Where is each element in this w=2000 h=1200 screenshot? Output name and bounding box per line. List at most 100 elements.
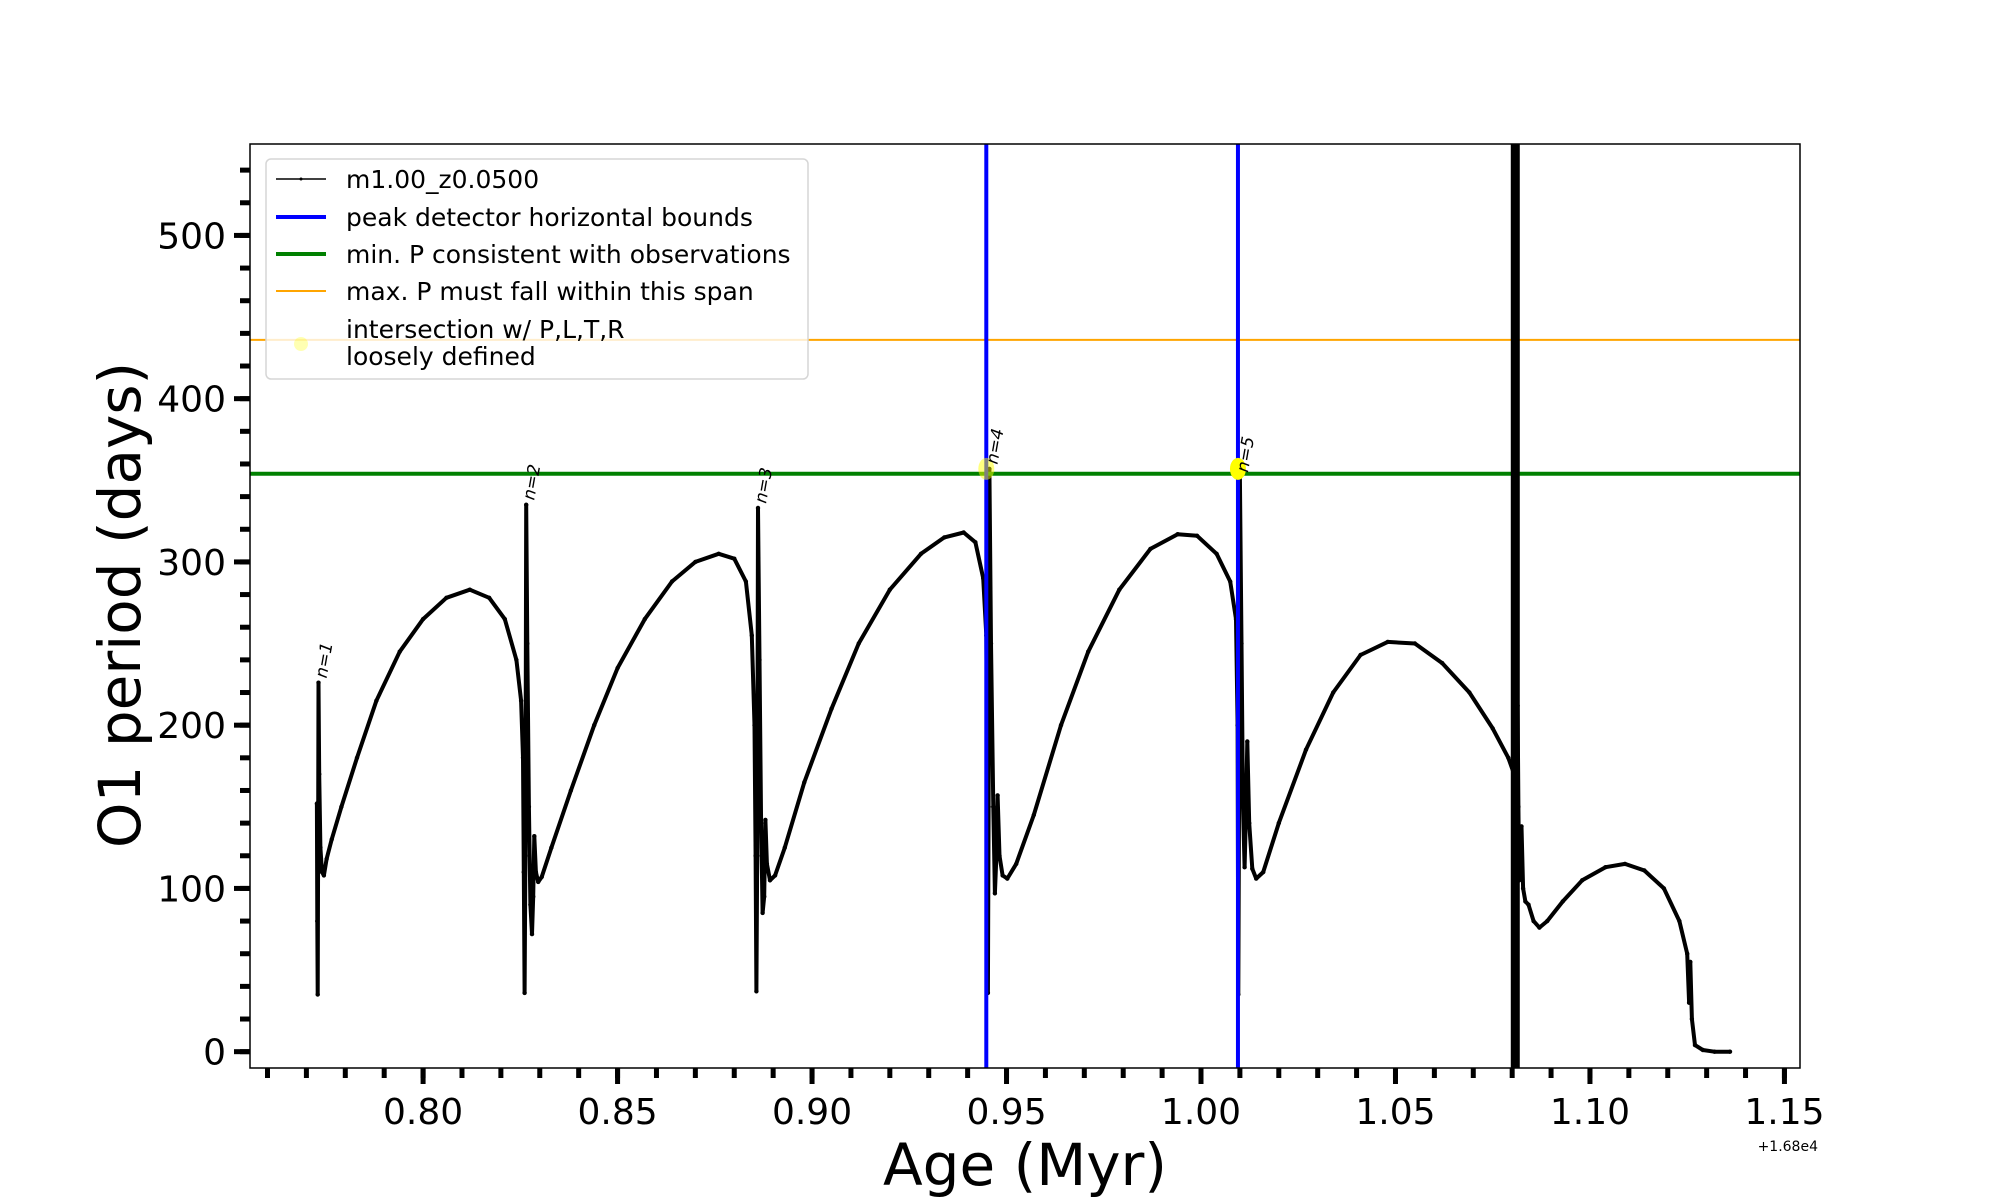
series-point — [1412, 641, 1418, 646]
legend-entry-peak-bounds: peak detector horizontal bounds — [276, 203, 753, 232]
series-point — [1245, 739, 1250, 744]
series-point — [1520, 886, 1526, 891]
series-point — [763, 817, 768, 823]
series-point — [568, 788, 574, 793]
legend-entry-model: m1.00_z0.0500 — [276, 165, 539, 194]
series-point — [757, 657, 762, 663]
series-point — [1148, 546, 1153, 552]
plot-clip-group: n=1n=2 n=3n=4 n=5 — [250, 144, 1800, 1068]
y-tick-label: 100 — [157, 869, 226, 910]
series-point — [374, 698, 379, 703]
y-tick-label: 400 — [157, 380, 226, 421]
series-point — [1545, 918, 1550, 924]
series-point — [1519, 824, 1524, 829]
series-point — [1058, 723, 1064, 728]
series-point — [755, 505, 761, 511]
series-point — [973, 540, 978, 545]
series-point — [1014, 861, 1019, 867]
legend-label-intersection-line2: loosely defined — [346, 342, 536, 371]
series-point — [755, 853, 760, 858]
x-axis-title: Age (Myr) — [883, 1131, 1167, 1199]
series-point — [1700, 1047, 1706, 1053]
series-point — [1689, 1016, 1695, 1022]
x-tick-label: 1.10 — [1550, 1092, 1630, 1133]
series-point — [758, 820, 764, 826]
series-point — [760, 910, 765, 916]
series-point — [1243, 804, 1249, 809]
series-point — [1228, 579, 1233, 584]
series-point — [764, 861, 770, 867]
legend-label-intersection-line1: intersection w/ P,L,T,R — [346, 315, 625, 344]
series-point — [1603, 865, 1608, 870]
series-point — [533, 869, 539, 875]
series-point — [743, 579, 749, 584]
series-point — [1490, 726, 1495, 731]
series-point — [329, 837, 334, 842]
series-point — [531, 894, 536, 899]
series-point — [539, 874, 544, 880]
series-point — [487, 595, 492, 600]
series-point — [1642, 868, 1647, 873]
x-tick-label: 0.90 — [772, 1092, 852, 1133]
series-point — [856, 641, 861, 646]
series-point — [1276, 820, 1282, 826]
series-point — [1712, 1049, 1717, 1054]
series-point — [997, 853, 1002, 858]
series-point — [642, 616, 647, 622]
series-point — [1331, 690, 1336, 695]
series-point — [1467, 690, 1472, 695]
series-point — [1531, 918, 1536, 924]
series-point — [1523, 899, 1528, 904]
series-point — [315, 992, 320, 997]
series-point — [762, 894, 767, 899]
series-point — [518, 698, 524, 703]
intersection-point — [1229, 457, 1246, 480]
legend: m1.00_z0.0500 peak detector horizontal b… — [265, 158, 809, 380]
legend-marker-intersection — [294, 337, 308, 351]
series-point — [995, 793, 1000, 798]
series-point — [524, 502, 529, 507]
series-point — [961, 530, 966, 535]
y-tick-label: 0 — [203, 1033, 226, 1074]
series-point — [324, 856, 329, 862]
series-point — [315, 853, 321, 858]
legend-box — [265, 158, 809, 380]
series-point — [1086, 649, 1091, 654]
series-point — [502, 616, 507, 622]
y-tick-label: 300 — [157, 543, 226, 584]
series-point — [732, 556, 737, 561]
series-point — [1214, 551, 1219, 556]
series-point — [514, 657, 519, 663]
series-point — [782, 845, 787, 850]
series-point — [772, 873, 778, 878]
series-point — [521, 869, 526, 875]
series-point — [525, 641, 530, 646]
axes-frame — [249, 143, 1801, 1069]
intersection-point — [978, 457, 995, 480]
series-point — [716, 551, 721, 556]
series-point — [1261, 869, 1266, 875]
series-point — [316, 680, 321, 685]
series-point — [1117, 587, 1122, 592]
series-point — [1560, 899, 1565, 904]
series-point — [1580, 878, 1585, 883]
series-point — [1242, 865, 1247, 870]
legend-label-model: m1.00_z0.0500 — [346, 165, 539, 194]
series-point — [669, 579, 675, 584]
legend-label-min-p: min. P consistent with observations — [346, 240, 791, 269]
series-point — [1685, 951, 1690, 956]
x-tick-label: 0.80 — [383, 1092, 463, 1133]
x-tick-label: 0.85 — [577, 1092, 657, 1133]
legend-label-max-p: max. P must fall within this span — [346, 277, 754, 306]
series-point — [318, 845, 323, 850]
series-point — [693, 559, 698, 565]
series-point — [992, 891, 998, 896]
series-point — [1194, 533, 1200, 538]
series-point — [536, 879, 541, 885]
series-point — [1247, 820, 1252, 826]
series-point — [1537, 925, 1542, 930]
series-point — [1622, 861, 1628, 867]
series-point — [1526, 902, 1531, 907]
series-point — [523, 853, 528, 858]
